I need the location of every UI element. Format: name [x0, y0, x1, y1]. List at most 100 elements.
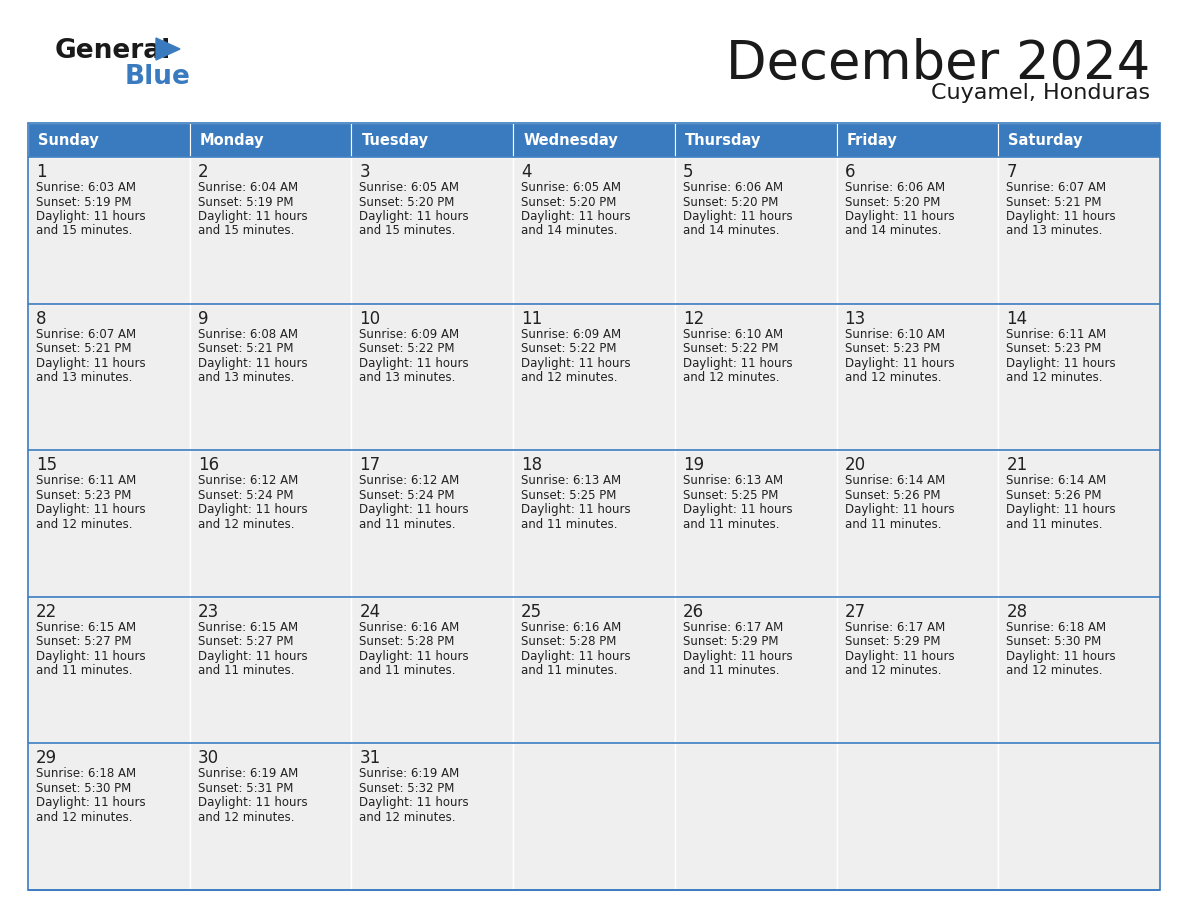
Text: Sunrise: 6:18 AM: Sunrise: 6:18 AM: [36, 767, 137, 780]
Text: Sunrise: 6:08 AM: Sunrise: 6:08 AM: [197, 328, 298, 341]
Text: Daylight: 11 hours: Daylight: 11 hours: [683, 356, 792, 370]
Text: Sunrise: 6:16 AM: Sunrise: 6:16 AM: [522, 621, 621, 633]
Text: Wednesday: Wednesday: [523, 132, 618, 148]
Bar: [998, 744, 1159, 890]
Text: Sunset: 5:20 PM: Sunset: 5:20 PM: [360, 196, 455, 208]
Text: 3: 3: [360, 163, 369, 181]
Text: Daylight: 11 hours: Daylight: 11 hours: [197, 356, 308, 370]
Text: Daylight: 11 hours: Daylight: 11 hours: [360, 650, 469, 663]
Text: Sunset: 5:20 PM: Sunset: 5:20 PM: [845, 196, 940, 208]
Text: Sunrise: 6:07 AM: Sunrise: 6:07 AM: [1006, 181, 1106, 194]
Text: Sunrise: 6:14 AM: Sunrise: 6:14 AM: [1006, 475, 1106, 487]
Text: Daylight: 11 hours: Daylight: 11 hours: [36, 503, 146, 516]
Text: and 12 minutes.: and 12 minutes.: [1006, 371, 1102, 384]
Text: Sunrise: 6:15 AM: Sunrise: 6:15 AM: [197, 621, 298, 633]
Text: Sunset: 5:24 PM: Sunset: 5:24 PM: [197, 488, 293, 502]
Bar: [29, 450, 190, 597]
Text: Sunset: 5:29 PM: Sunset: 5:29 PM: [845, 635, 940, 648]
Text: and 14 minutes.: and 14 minutes.: [522, 225, 618, 238]
Bar: [836, 157, 998, 304]
Text: Daylight: 11 hours: Daylight: 11 hours: [522, 650, 631, 663]
Text: Sunset: 5:30 PM: Sunset: 5:30 PM: [1006, 635, 1101, 648]
Text: Sunrise: 6:12 AM: Sunrise: 6:12 AM: [360, 475, 460, 487]
Text: Daylight: 11 hours: Daylight: 11 hours: [522, 503, 631, 516]
Text: Daylight: 11 hours: Daylight: 11 hours: [522, 356, 631, 370]
Bar: [836, 123, 998, 157]
Bar: [190, 744, 352, 890]
Bar: [29, 123, 190, 157]
Text: Sunset: 5:19 PM: Sunset: 5:19 PM: [36, 196, 132, 208]
Text: and 11 minutes.: and 11 minutes.: [683, 518, 779, 531]
Text: 25: 25: [522, 603, 542, 621]
Text: Sunrise: 6:05 AM: Sunrise: 6:05 AM: [522, 181, 621, 194]
Text: General: General: [55, 38, 171, 64]
Text: Sunset: 5:29 PM: Sunset: 5:29 PM: [683, 635, 778, 648]
Text: 18: 18: [522, 456, 542, 475]
Bar: [513, 157, 675, 304]
Bar: [29, 597, 190, 744]
Text: Cuyamel, Honduras: Cuyamel, Honduras: [931, 83, 1150, 103]
Text: Sunset: 5:26 PM: Sunset: 5:26 PM: [845, 488, 940, 502]
Text: Monday: Monday: [200, 132, 264, 148]
Text: Sunrise: 6:10 AM: Sunrise: 6:10 AM: [845, 328, 944, 341]
Bar: [836, 597, 998, 744]
Text: Sunset: 5:28 PM: Sunset: 5:28 PM: [360, 635, 455, 648]
Text: Sunset: 5:20 PM: Sunset: 5:20 PM: [522, 196, 617, 208]
Bar: [190, 597, 352, 744]
Text: Sunrise: 6:03 AM: Sunrise: 6:03 AM: [36, 181, 135, 194]
Text: and 12 minutes.: and 12 minutes.: [1006, 665, 1102, 677]
Bar: [998, 157, 1159, 304]
Bar: [675, 744, 836, 890]
Text: 31: 31: [360, 749, 380, 767]
Text: 4: 4: [522, 163, 532, 181]
Text: Sunset: 5:22 PM: Sunset: 5:22 PM: [360, 342, 455, 355]
Bar: [675, 597, 836, 744]
Bar: [29, 123, 1159, 890]
Text: Sunset: 5:27 PM: Sunset: 5:27 PM: [36, 635, 132, 648]
Bar: [998, 450, 1159, 597]
Text: Sunset: 5:23 PM: Sunset: 5:23 PM: [1006, 342, 1101, 355]
Bar: [29, 157, 190, 304]
Text: Sunrise: 6:14 AM: Sunrise: 6:14 AM: [845, 475, 944, 487]
Text: Sunrise: 6:16 AM: Sunrise: 6:16 AM: [360, 621, 460, 633]
Text: Sunset: 5:21 PM: Sunset: 5:21 PM: [36, 342, 132, 355]
Text: Sunset: 5:24 PM: Sunset: 5:24 PM: [360, 488, 455, 502]
Text: Sunrise: 6:09 AM: Sunrise: 6:09 AM: [360, 328, 460, 341]
Text: 21: 21: [1006, 456, 1028, 475]
Text: 7: 7: [1006, 163, 1017, 181]
Text: Daylight: 11 hours: Daylight: 11 hours: [360, 210, 469, 223]
Text: and 11 minutes.: and 11 minutes.: [683, 665, 779, 677]
Text: Sunset: 5:19 PM: Sunset: 5:19 PM: [197, 196, 293, 208]
Text: 16: 16: [197, 456, 219, 475]
Text: 11: 11: [522, 309, 543, 328]
Bar: [675, 450, 836, 597]
Bar: [836, 744, 998, 890]
Text: Sunset: 5:28 PM: Sunset: 5:28 PM: [522, 635, 617, 648]
Text: and 14 minutes.: and 14 minutes.: [845, 225, 941, 238]
Text: Sunrise: 6:17 AM: Sunrise: 6:17 AM: [683, 621, 783, 633]
Text: Daylight: 11 hours: Daylight: 11 hours: [36, 356, 146, 370]
Bar: [29, 304, 190, 450]
Text: 10: 10: [360, 309, 380, 328]
Text: Sunrise: 6:10 AM: Sunrise: 6:10 AM: [683, 328, 783, 341]
Text: Daylight: 11 hours: Daylight: 11 hours: [197, 650, 308, 663]
Text: Sunrise: 6:06 AM: Sunrise: 6:06 AM: [683, 181, 783, 194]
Text: 27: 27: [845, 603, 866, 621]
Bar: [998, 597, 1159, 744]
Text: and 11 minutes.: and 11 minutes.: [360, 518, 456, 531]
Bar: [352, 304, 513, 450]
Text: Daylight: 11 hours: Daylight: 11 hours: [36, 650, 146, 663]
Bar: [190, 304, 352, 450]
Text: Daylight: 11 hours: Daylight: 11 hours: [197, 210, 308, 223]
Text: Sunset: 5:22 PM: Sunset: 5:22 PM: [522, 342, 617, 355]
Text: Sunset: 5:21 PM: Sunset: 5:21 PM: [1006, 196, 1101, 208]
Text: 6: 6: [845, 163, 855, 181]
Text: 28: 28: [1006, 603, 1028, 621]
Text: Daylight: 11 hours: Daylight: 11 hours: [845, 210, 954, 223]
Text: Sunrise: 6:17 AM: Sunrise: 6:17 AM: [845, 621, 944, 633]
Text: and 12 minutes.: and 12 minutes.: [360, 811, 456, 823]
Text: and 14 minutes.: and 14 minutes.: [683, 225, 779, 238]
Bar: [190, 450, 352, 597]
Text: Sunset: 5:20 PM: Sunset: 5:20 PM: [683, 196, 778, 208]
Text: Daylight: 11 hours: Daylight: 11 hours: [360, 503, 469, 516]
